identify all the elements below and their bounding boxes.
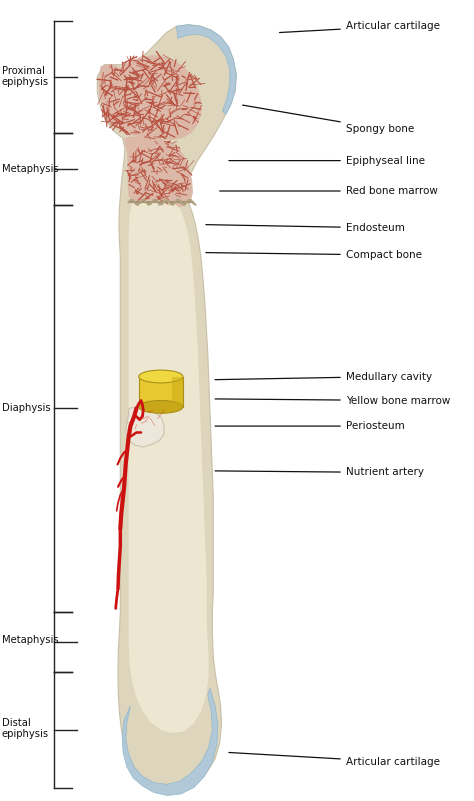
- Text: Periosteum: Periosteum: [215, 421, 404, 431]
- Text: Medullary cavity: Medullary cavity: [215, 372, 432, 381]
- Polygon shape: [126, 407, 164, 447]
- Text: Nutrient artery: Nutrient artery: [215, 468, 424, 477]
- Polygon shape: [176, 25, 236, 115]
- Ellipse shape: [139, 370, 183, 383]
- Text: Articular cartilage: Articular cartilage: [229, 752, 440, 767]
- Text: Spongy bone: Spongy bone: [243, 105, 414, 134]
- Polygon shape: [98, 55, 201, 140]
- Text: Metaphysis: Metaphysis: [1, 163, 58, 174]
- Text: Compact bone: Compact bone: [206, 250, 422, 260]
- Text: Red bone marrow: Red bone marrow: [220, 186, 438, 196]
- Text: Yellow bone marrow: Yellow bone marrow: [215, 396, 450, 405]
- Ellipse shape: [139, 400, 183, 413]
- Polygon shape: [122, 688, 218, 795]
- Polygon shape: [97, 25, 236, 791]
- Text: Epiphyseal line: Epiphyseal line: [229, 155, 425, 166]
- Text: Diaphysis: Diaphysis: [1, 404, 50, 413]
- Polygon shape: [124, 137, 193, 208]
- Polygon shape: [128, 200, 209, 733]
- Text: Distal
epiphysis: Distal epiphysis: [1, 718, 49, 739]
- Polygon shape: [139, 376, 183, 407]
- Polygon shape: [172, 376, 183, 407]
- Text: Metaphysis: Metaphysis: [1, 635, 58, 646]
- Text: Articular cartilage: Articular cartilage: [280, 22, 440, 33]
- Text: Proximal
epiphysis: Proximal epiphysis: [1, 66, 49, 87]
- Text: Endosteum: Endosteum: [206, 223, 405, 233]
